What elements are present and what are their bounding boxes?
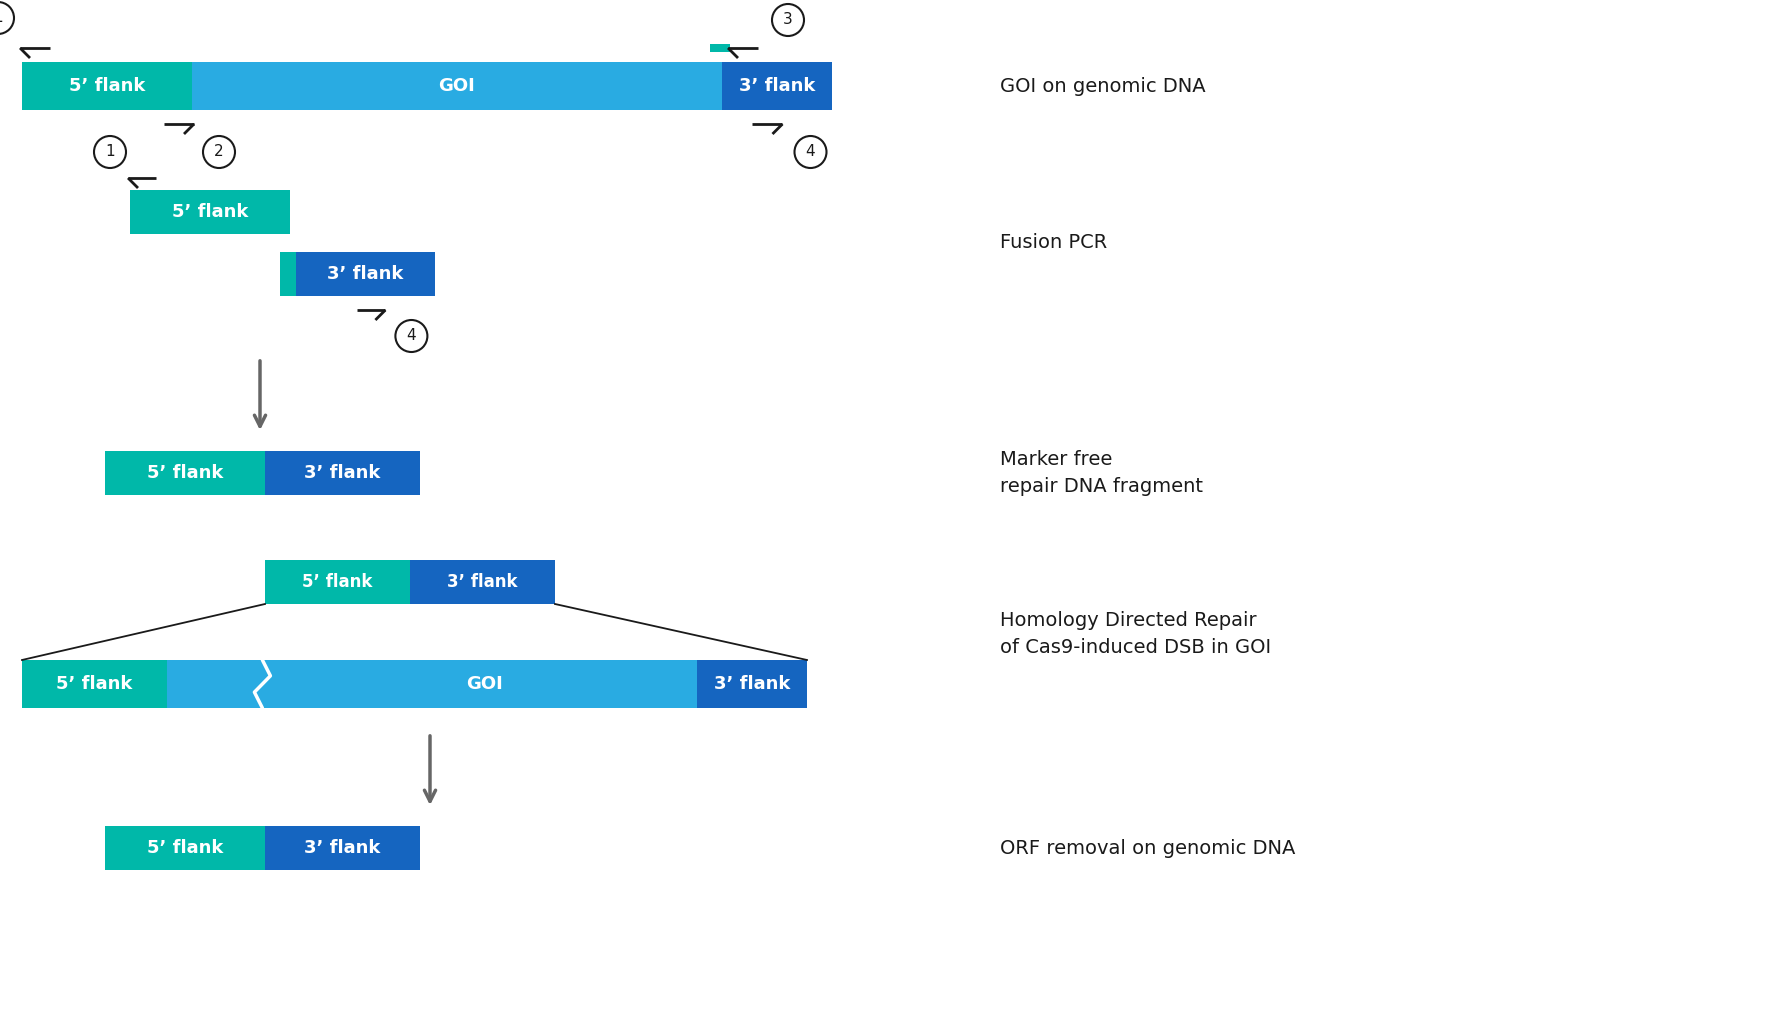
Text: Homology Directed Repair
of Cas9-induced DSB in GOI: Homology Directed Repair of Cas9-induced…	[999, 611, 1271, 656]
Bar	[266, 451, 420, 495]
Text: 5’ flank: 5’ flank	[147, 839, 223, 857]
Bar	[711, 44, 730, 52]
Text: 3’ flank: 3’ flank	[447, 573, 517, 591]
Text: ORF removal on genomic DNA: ORF removal on genomic DNA	[999, 838, 1295, 857]
Circle shape	[395, 320, 427, 352]
Text: 5’ flank: 5’ flank	[69, 77, 145, 95]
Text: GOI: GOI	[466, 675, 503, 693]
Bar	[721, 62, 833, 110]
Text: Marker free
repair DNA fragment: Marker free repair DNA fragment	[999, 450, 1203, 496]
Bar	[21, 62, 191, 110]
Bar	[129, 190, 291, 234]
Text: 5’ flank: 5’ flank	[172, 203, 248, 221]
Text: 3’ flank: 3’ flank	[739, 77, 815, 95]
Circle shape	[204, 136, 236, 168]
Circle shape	[94, 136, 126, 168]
Bar	[266, 560, 409, 604]
Text: 1: 1	[0, 10, 4, 25]
Text: 5’ flank: 5’ flank	[147, 464, 223, 482]
Text: GOI on genomic DNA: GOI on genomic DNA	[999, 77, 1205, 96]
Bar	[296, 252, 434, 296]
Bar	[105, 451, 266, 495]
Text: 4: 4	[806, 144, 815, 160]
Bar	[409, 560, 555, 604]
Circle shape	[0, 2, 14, 34]
Bar	[191, 62, 721, 110]
Text: 3’ flank: 3’ flank	[305, 464, 381, 482]
Text: 4: 4	[406, 328, 416, 343]
Text: 3’ flank: 3’ flank	[328, 265, 404, 283]
Circle shape	[773, 4, 804, 36]
Text: GOI: GOI	[439, 77, 475, 95]
Text: 5’ flank: 5’ flank	[303, 573, 372, 591]
Text: 1: 1	[105, 144, 115, 160]
Circle shape	[794, 136, 826, 168]
Text: 3’ flank: 3’ flank	[714, 675, 790, 693]
Text: 3’ flank: 3’ flank	[305, 839, 381, 857]
Bar	[21, 660, 167, 708]
Text: 5’ flank: 5’ flank	[57, 675, 133, 693]
Bar	[266, 826, 420, 870]
Text: 2: 2	[214, 144, 223, 160]
Text: 3: 3	[783, 12, 792, 27]
Bar	[105, 826, 266, 870]
Bar	[167, 660, 696, 708]
Text: Fusion PCR: Fusion PCR	[999, 233, 1108, 252]
Bar	[280, 252, 296, 296]
Bar	[696, 660, 806, 708]
